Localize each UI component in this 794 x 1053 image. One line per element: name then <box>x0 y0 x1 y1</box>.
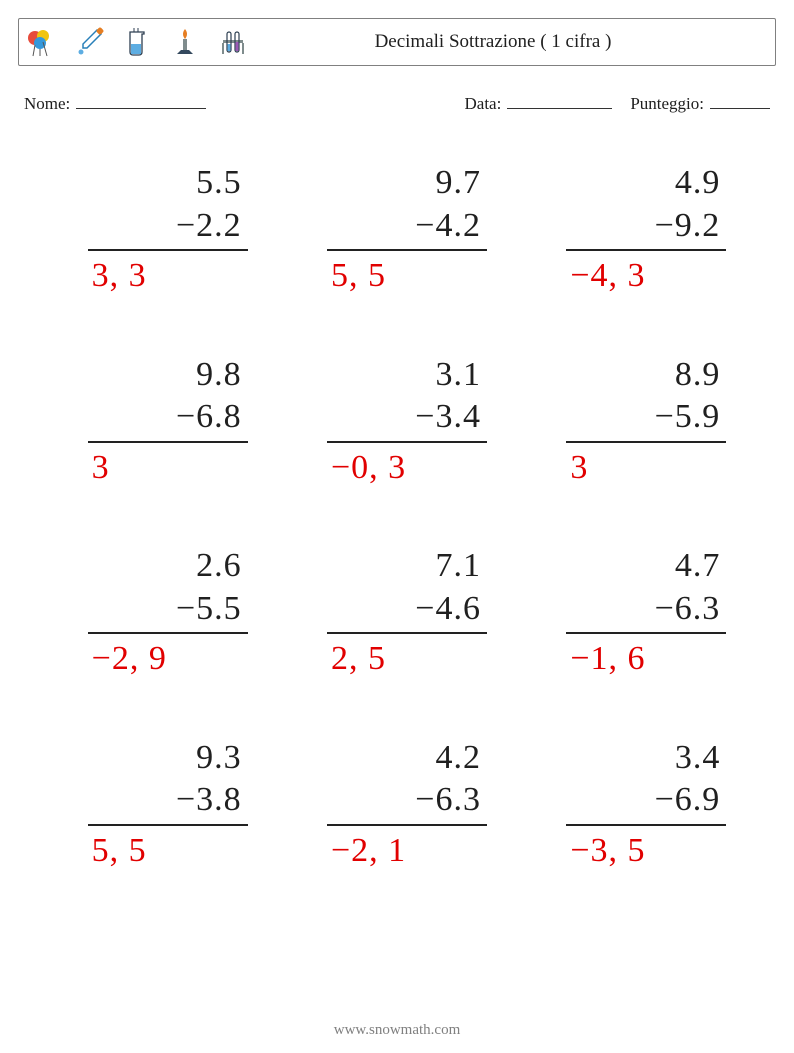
date-label: Data: <box>465 94 502 114</box>
problem-10-subtrahend: −3.8 <box>176 779 242 822</box>
balloons-icon <box>25 26 57 58</box>
problem-4-answer: 3 <box>88 443 248 490</box>
problem-6-stack: 8.9−5.9 <box>566 354 726 443</box>
problem-1-minuend: 5.5 <box>196 162 242 205</box>
name-blank[interactable] <box>76 94 206 109</box>
problem-3: 4.9−9.2−4, 3 <box>566 162 726 298</box>
problem-2-answer: 5, 5 <box>327 251 487 298</box>
problem-2: 9.7−4.25, 5 <box>327 162 487 298</box>
problem-12-answer: −3, 5 <box>566 826 726 873</box>
name-label: Nome: <box>24 94 70 114</box>
problem-11-minuend: 4.2 <box>435 737 481 780</box>
beaker-icon <box>121 26 153 58</box>
problem-3-stack: 4.9−9.2 <box>566 162 726 251</box>
problem-6-answer: 3 <box>566 443 726 490</box>
problem-5-minuend: 3.1 <box>435 354 481 397</box>
date-blank[interactable] <box>507 94 612 109</box>
problem-7-minuend: 2.6 <box>196 545 242 588</box>
problem-2-minuend: 9.7 <box>435 162 481 205</box>
dropper-icon <box>73 26 105 58</box>
problem-4-subtrahend: −6.8 <box>176 396 242 439</box>
problem-10-minuend: 9.3 <box>196 737 242 780</box>
problem-9: 4.7−6.3−1, 6 <box>566 545 726 681</box>
problem-12-subtrahend: −6.9 <box>655 779 721 822</box>
problem-7-stack: 2.6−5.5 <box>88 545 248 634</box>
problem-9-answer: −1, 6 <box>566 634 726 681</box>
problem-9-stack: 4.7−6.3 <box>566 545 726 634</box>
problem-5-subtrahend: −3.4 <box>415 396 481 439</box>
problem-1-stack: 5.5−2.2 <box>88 162 248 251</box>
problem-6-minuend: 8.9 <box>675 354 721 397</box>
problem-5: 3.1−3.4−0, 3 <box>327 354 487 490</box>
problem-8: 7.1−4.62, 5 <box>327 545 487 681</box>
problem-4: 9.8−6.83 <box>88 354 248 490</box>
problem-12: 3.4−6.9−3, 5 <box>566 737 726 873</box>
burner-icon <box>169 26 201 58</box>
problem-7: 2.6−5.5−2, 9 <box>88 545 248 681</box>
problem-10: 9.3−3.85, 5 <box>88 737 248 873</box>
score-blank[interactable] <box>710 94 770 109</box>
problem-1: 5.5−2.23, 3 <box>88 162 248 298</box>
problem-11: 4.2−6.3−2, 1 <box>327 737 487 873</box>
problem-4-stack: 9.8−6.8 <box>88 354 248 443</box>
footer-url: www.snowmath.com <box>0 1022 794 1039</box>
problem-11-answer: −2, 1 <box>327 826 487 873</box>
problem-3-minuend: 4.9 <box>675 162 721 205</box>
problem-10-answer: 5, 5 <box>88 826 248 873</box>
problem-4-minuend: 9.8 <box>196 354 242 397</box>
worksheet-header: Decimali Sottrazione ( 1 cifra ) <box>18 18 776 66</box>
problem-9-minuend: 4.7 <box>675 545 721 588</box>
problem-1-answer: 3, 3 <box>88 251 248 298</box>
meta-spacer <box>206 94 464 114</box>
problem-8-subtrahend: −4.6 <box>415 588 481 631</box>
header-icon-strip <box>25 26 249 58</box>
problem-2-subtrahend: −4.2 <box>415 205 481 248</box>
meta-row: Nome: Data: Punteggio: <box>24 94 770 114</box>
problem-2-stack: 9.7−4.2 <box>327 162 487 251</box>
problem-6: 8.9−5.93 <box>566 354 726 490</box>
problem-8-stack: 7.1−4.6 <box>327 545 487 634</box>
problem-3-answer: −4, 3 <box>566 251 726 298</box>
problem-7-answer: −2, 9 <box>88 634 248 681</box>
problem-6-subtrahend: −5.9 <box>655 396 721 439</box>
problem-3-subtrahend: −9.2 <box>655 205 721 248</box>
problem-10-stack: 9.3−3.8 <box>88 737 248 826</box>
problem-8-minuend: 7.1 <box>435 545 481 588</box>
problem-8-answer: 2, 5 <box>327 634 487 681</box>
problem-grid: 5.5−2.23, 39.7−4.25, 54.9−9.2−4, 39.8−6.… <box>78 162 736 872</box>
score-label: Punteggio: <box>630 94 704 114</box>
problem-1-subtrahend: −2.2 <box>176 205 242 248</box>
problem-5-answer: −0, 3 <box>327 443 487 490</box>
problem-11-subtrahend: −6.3 <box>415 779 481 822</box>
problem-12-minuend: 3.4 <box>675 737 721 780</box>
problem-12-stack: 3.4−6.9 <box>566 737 726 826</box>
problem-7-subtrahend: −5.5 <box>176 588 242 631</box>
problem-11-stack: 4.2−6.3 <box>327 737 487 826</box>
problem-9-subtrahend: −6.3 <box>655 588 721 631</box>
test-tubes-icon <box>217 26 249 58</box>
problem-5-stack: 3.1−3.4 <box>327 354 487 443</box>
worksheet-title: Decimali Sottrazione ( 1 cifra ) <box>249 31 767 53</box>
